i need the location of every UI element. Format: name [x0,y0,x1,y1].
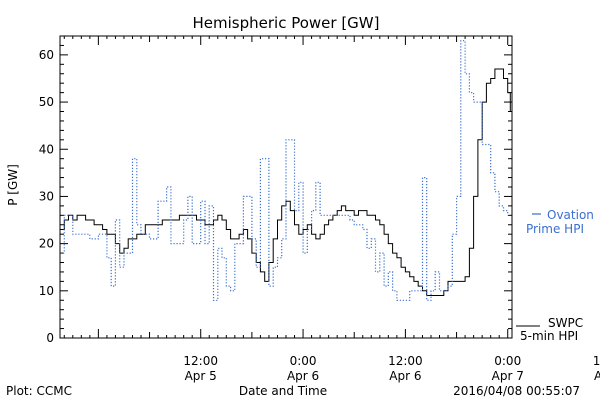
x-tick-time: 12:00 [388,354,423,368]
x-tick-date: Apr 6 [287,369,319,383]
x-tick-date: Apr 5 [185,369,217,383]
swpc-legend-label: 5-min HPI [520,329,578,343]
timestamp: 2016/04/08 00:55:07 [453,384,580,398]
y-tick-label: 60 [39,48,54,62]
x-tick-time: 12:00 [183,354,218,368]
y-tick-label: 20 [39,237,54,251]
y-tick-label: 50 [39,95,54,109]
chart-title: Hemispheric Power [GW] [193,14,380,32]
x-tick-date: Apr 6 [389,369,421,383]
ovation-series-line [60,40,509,301]
x-tick-time: 0:00 [290,354,317,368]
ovation-legend-label: Ovation [547,208,594,222]
x-tick-time: 12:00 [593,354,600,368]
swpc-legend-label: SWPC [548,316,583,330]
series-layer [60,40,511,301]
x-tick-date: Apr 7 [594,369,600,383]
x-tick-time: 0:00 [494,354,521,368]
y-tick-label: 10 [39,284,54,298]
swpc-series-line [60,68,511,296]
y-axis-label: P [GW] [6,164,20,206]
y-tick-label: 0 [46,331,54,345]
y-tick-label: 40 [39,142,54,156]
x-axis-label: Date and Time [239,384,327,398]
plot-frame [59,35,513,339]
y-tick-label: 30 [39,189,54,203]
x-tick-date: Apr 7 [492,369,524,383]
plot-credit: Plot: CCMC [6,384,72,398]
ovation-legend-label: Prime HPI [526,222,584,236]
